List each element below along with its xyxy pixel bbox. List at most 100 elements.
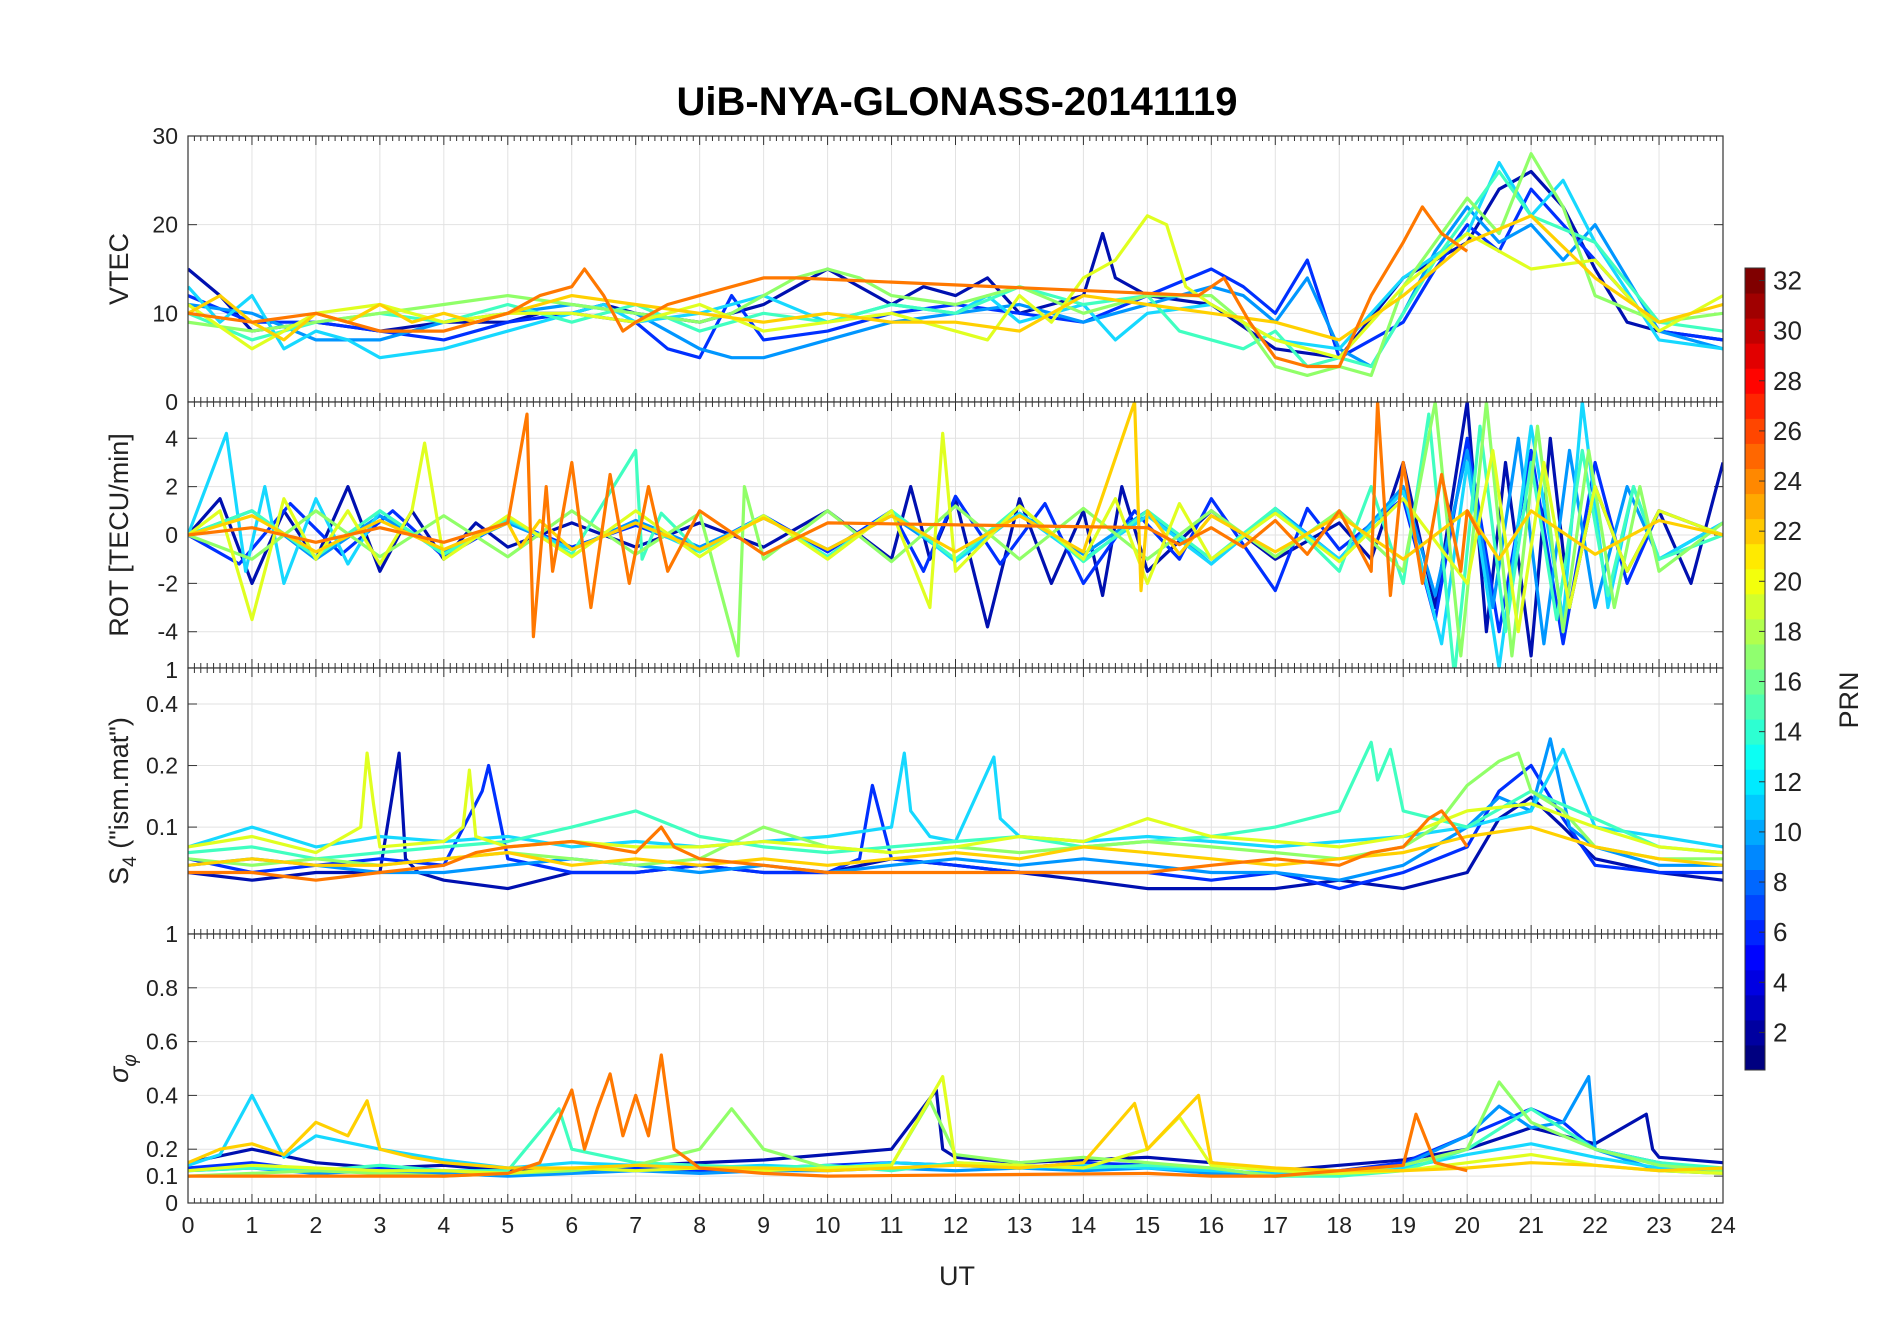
x-tick-label: 6 — [565, 1212, 578, 1238]
colorbar-tick-label: 22 — [1773, 516, 1802, 546]
series-group — [188, 1053, 1723, 1178]
axes-frame — [187, 933, 1724, 1204]
y-tick-label: 0.4 — [146, 691, 178, 717]
x-axis-label: UT — [939, 1261, 975, 1291]
y-tick-label: 0 — [165, 1190, 178, 1216]
x-tick-label: 14 — [1071, 1212, 1097, 1238]
colorbar-tick-label: 4 — [1773, 967, 1787, 997]
series-line-prn-24 — [188, 402, 1482, 639]
colorbar-segment — [1745, 368, 1765, 394]
y-tick-label: 20 — [152, 212, 178, 238]
colorbar-segment — [1745, 994, 1765, 1021]
colorbar-segment — [1745, 844, 1765, 870]
x-tick-label: 15 — [1135, 1212, 1161, 1238]
y-tick-label: 0 — [165, 389, 178, 415]
y-tick-label: 0.8 — [146, 975, 178, 1001]
x-tick-label: 10 — [815, 1212, 841, 1238]
x-tick-label: 23 — [1646, 1212, 1672, 1238]
x-tick-label: 8 — [693, 1212, 706, 1238]
colorbar-segment — [1745, 694, 1765, 720]
colorbar-segment — [1745, 468, 1765, 495]
figure-title: UiB-NYA-GLONASS-20141119 — [677, 80, 1238, 124]
colorbar-segment — [1745, 1044, 1765, 1071]
x-tick-label: 13 — [1007, 1212, 1033, 1238]
x-tick-label: 3 — [373, 1212, 386, 1238]
x-tick-label: 19 — [1390, 1212, 1416, 1238]
series-line-prn-5 — [188, 187, 1723, 360]
colorbar-tick-label: 8 — [1773, 867, 1787, 897]
colorbar-segment — [1745, 719, 1765, 745]
series-line-prn-2 — [188, 402, 1723, 658]
colorbar-tick-label: 12 — [1773, 767, 1802, 797]
colorbar-tick-label: 14 — [1773, 717, 1802, 747]
colorbar-segment — [1745, 869, 1765, 896]
colorbar-segment — [1745, 443, 1765, 469]
colorbar-tick-label: 32 — [1773, 266, 1802, 296]
colorbar-segment — [1745, 343, 1765, 369]
x-tick-label: 11 — [880, 1212, 904, 1238]
x-tick-label: 7 — [629, 1212, 642, 1238]
colorbar-tick-label: 20 — [1773, 566, 1802, 596]
x-tick-label: 4 — [437, 1212, 450, 1238]
y-tick-label: 2 — [165, 474, 178, 500]
y-axis-label: VTEC — [104, 233, 134, 305]
colorbar-segment — [1745, 418, 1765, 444]
rot-panel: -4 -2 0 2 4 ROT [TECU/min] — [104, 401, 1724, 669]
series-line-prn-17 — [188, 152, 1723, 377]
y-tick-label: 4 — [165, 425, 178, 451]
y-axis-label: S4 ("ism.mat") — [104, 717, 141, 885]
x-tick-label: 5 — [501, 1212, 514, 1238]
series-line-prn-24 — [188, 205, 1469, 369]
colorbar-segment — [1745, 568, 1765, 595]
colorbar-tick-label: 30 — [1773, 316, 1802, 346]
colorbar-tick-label: 2 — [1773, 1017, 1787, 1047]
y-tick-label: 1 — [165, 921, 178, 947]
colorbar-segment — [1745, 1019, 1765, 1046]
y-tick-label: 0.6 — [146, 1029, 178, 1055]
y-axis-label: ROT [TECU/min] — [104, 433, 134, 637]
y-tick-label: 0.1 — [146, 1163, 178, 1189]
series-line-prn-21 — [188, 1093, 1723, 1173]
colorbar-segment — [1745, 593, 1765, 620]
y-tick-label: 1 — [165, 657, 178, 683]
x-tick-label: 18 — [1326, 1212, 1352, 1238]
colorbar-segment — [1745, 618, 1765, 645]
series-line-prn-24 — [188, 1053, 1468, 1178]
y-tick-label: 0.2 — [146, 1136, 178, 1162]
x-tick-label: 21 — [1518, 1212, 1544, 1238]
colorbar-segment — [1745, 493, 1765, 520]
series-line-prn-15 — [188, 740, 1723, 861]
colorbar-tick-label: 10 — [1773, 817, 1802, 847]
series-line-prn-24 — [188, 809, 1469, 882]
colorbar-segment — [1745, 518, 1765, 545]
colorbar-tick-label: 18 — [1773, 616, 1802, 646]
colorbar-segment — [1745, 643, 1765, 670]
colorbar-segment — [1745, 268, 1765, 294]
series-line-prn-19 — [188, 431, 1723, 634]
x-tick-label: 0 — [182, 1212, 195, 1238]
y-tick-label: 0 — [165, 522, 178, 548]
colorbar-segment — [1745, 744, 1765, 770]
y-tick-label: 0.1 — [146, 814, 178, 840]
x-tick-label: 22 — [1582, 1212, 1608, 1238]
colorbar-segment — [1745, 944, 1765, 971]
colorbar-label: PRN — [1834, 671, 1864, 728]
colorbar-tick-label: 16 — [1773, 667, 1802, 697]
colorbar-segment — [1745, 543, 1765, 570]
colorbar-tick-label: 6 — [1773, 917, 1787, 947]
y-tick-label: 10 — [152, 300, 178, 326]
y-axis-label: σφ — [104, 1054, 141, 1083]
colorbar-tick-label: 28 — [1773, 366, 1802, 396]
colorbar-segment — [1745, 393, 1765, 419]
x-tick-label: 2 — [310, 1212, 323, 1238]
colorbar-segment — [1745, 819, 1765, 845]
x-tick-label: 24 — [1710, 1212, 1736, 1238]
colorbar-segment — [1745, 919, 1765, 946]
s4-panel: 0.1 0.2 0.4 1 S4 ("ism.mat") — [104, 657, 1724, 935]
colorbar-segment — [1745, 894, 1765, 921]
y-tick-label: 0.2 — [146, 753, 178, 779]
series-group — [188, 152, 1723, 377]
x-tick-label: 9 — [757, 1212, 770, 1238]
